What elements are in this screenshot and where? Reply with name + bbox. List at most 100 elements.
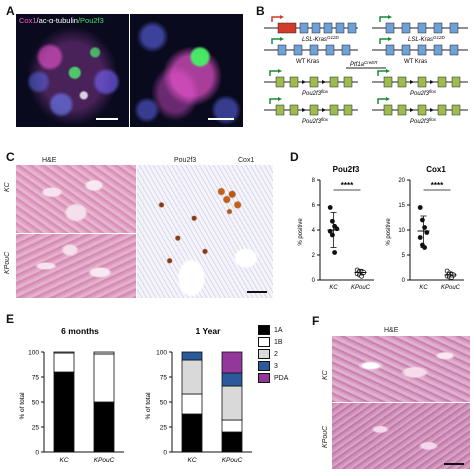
- x-tick-label: KC: [187, 457, 196, 464]
- chart-title: 1 Year: [196, 326, 222, 336]
- legend-swatch: [258, 361, 270, 371]
- chart-6-months: 6 months % of total 0 25 50 75 100 KC KPouC: [19, 326, 124, 464]
- bar-segment: [53, 371, 75, 453]
- y-tick-label: 0: [35, 450, 39, 457]
- construct-sup: flox: [321, 117, 329, 122]
- col-label-he: H&E: [42, 157, 57, 164]
- row-label-kc: KC: [322, 370, 329, 380]
- bar-segment: [221, 351, 243, 374]
- x-tick-label: KPouC: [351, 285, 371, 291]
- panel-letter-c: C: [6, 150, 15, 164]
- data-point: [417, 235, 423, 240]
- construct-label: LSL-KrasG12D: [408, 35, 446, 43]
- genetic-constructs-diagram: LSL-KrasG12D LSL-KrasG12D WT Kras WT Kra…: [264, 15, 468, 125]
- construct-lsl-kras-left: LSL-KrasG12D: [264, 15, 358, 43]
- legend-swatch: [258, 373, 270, 383]
- plot-area: 0 5 10 15 20 KC KPouC ****: [398, 178, 464, 291]
- construct-name: Ptf1a: [350, 62, 365, 68]
- construct-pou2f3-flox-1: Pou2f3flox: [264, 69, 358, 97]
- construct-ptf1a-creer: Ptf1aCreER: [346, 60, 386, 69]
- y-axis-label: % positive: [298, 218, 304, 246]
- legend-swatch: [258, 349, 270, 359]
- row-label-kpouc: KPouC: [4, 251, 11, 274]
- panel-letter-a: A: [6, 4, 15, 18]
- legend-item: 1A: [258, 324, 298, 336]
- y-tick-label: 25: [160, 425, 168, 432]
- y-tick-label: 75: [32, 375, 40, 382]
- x-tick-label: KPouC: [94, 457, 115, 464]
- x-tick-label: KPouC: [441, 285, 461, 291]
- data-point: [327, 205, 333, 210]
- x-tick-label: KC: [59, 457, 68, 464]
- y-axis-label: % of total: [145, 392, 152, 420]
- chart-title: 6 months: [61, 326, 99, 336]
- legend-label: 1B: [274, 338, 283, 346]
- plot-area: 0 25 50 75 100 KC KPouC: [28, 350, 124, 464]
- row-label-kpouc: KPouC: [322, 425, 329, 448]
- y-tick-label: 6: [312, 203, 316, 209]
- construct-pou2f3-flox-4: Pou2f3flox: [372, 97, 468, 125]
- legend-item: 2: [258, 348, 298, 360]
- fluorescence-image-left: Cox1/ac-α-tubulin/Pou2f3: [16, 14, 129, 127]
- construct-name: Pou2f3: [410, 91, 430, 97]
- y-tick-label: 50: [160, 400, 168, 407]
- y-tick-label: 100: [28, 350, 39, 357]
- construct-name: LSL-Kras: [408, 37, 433, 43]
- y-tick-label: 10: [398, 228, 405, 234]
- scale-bar: [247, 291, 267, 293]
- chart-cox1: Cox1 % positive 0 5 10 15 20 KC KPouC ****: [386, 165, 464, 291]
- x-tick-label: KC: [419, 285, 428, 291]
- construct-label: WT Kras: [404, 59, 427, 65]
- construct-lsl-kras-right: LSL-KrasG12D: [372, 15, 468, 43]
- construct-wt-kras-left: WT Kras: [264, 37, 358, 65]
- legend-swatch: [258, 325, 270, 335]
- legend-item: 3: [258, 360, 298, 372]
- construct-sup: flox: [321, 89, 329, 94]
- construct-label: Pou2f3flox: [302, 89, 329, 97]
- data-point: [417, 205, 423, 210]
- stain-label-tubulin: /ac-α-tubulin: [36, 16, 78, 25]
- bar-segment: [181, 413, 203, 453]
- stain-label-pou2f3: /Pou2f3: [77, 16, 104, 25]
- construct-name: Pou2f3: [410, 119, 430, 125]
- legend-label: 1A: [274, 326, 283, 334]
- bar-segment: [221, 419, 243, 433]
- y-tick-label: 4: [312, 228, 316, 234]
- legend-swatch: [258, 337, 270, 347]
- y-tick-label: 100: [156, 350, 167, 357]
- y-tick-label: 0: [163, 450, 167, 457]
- construct-sup: CreER: [364, 60, 378, 65]
- legend-label: 2: [274, 350, 278, 358]
- y-tick-label: 5: [402, 253, 406, 259]
- panel-letter-e: E: [6, 312, 15, 326]
- construct-label: LSL-KrasG12D: [302, 35, 340, 43]
- data-point: [332, 250, 337, 255]
- stain-label-cox1: Cox1: [19, 16, 37, 25]
- col-label-cox1: Cox1: [238, 157, 255, 164]
- construct-label: Pou2f3flox: [302, 117, 329, 125]
- panel-letter-b: B: [256, 4, 265, 18]
- ihc-image-pou2f3-cox1: [137, 165, 273, 298]
- construct-sup: flox: [429, 117, 437, 122]
- bar-segment: [53, 352, 75, 373]
- legend-item: 1B: [258, 336, 298, 348]
- chart-title: Cox1: [426, 165, 446, 174]
- significance-label: ****: [341, 181, 354, 190]
- bar-segment: [93, 353, 115, 403]
- y-axis-label: % positive: [386, 218, 392, 246]
- construct-name: WT Kras: [404, 59, 427, 65]
- he-histology-image-kc: [332, 336, 470, 402]
- panel-letter-f: F: [312, 314, 320, 328]
- construct-label: WT Kras: [296, 59, 319, 65]
- bar-segment: [53, 351, 75, 354]
- construct-sup: flox: [429, 89, 437, 94]
- he-histology-image-kpouc: [16, 234, 136, 298]
- construct-name: WT Kras: [296, 59, 319, 65]
- construct-pou2f3-flox-2: Pou2f3flox: [372, 69, 468, 97]
- chart-title: Pou2f3: [333, 165, 360, 174]
- y-tick-label: 25: [32, 425, 40, 432]
- x-tick-label: KPouC: [222, 457, 243, 464]
- y-tick-label: 0: [312, 278, 316, 284]
- col-label-he: H&E: [384, 327, 399, 334]
- fluorescence-image-right: [130, 14, 243, 127]
